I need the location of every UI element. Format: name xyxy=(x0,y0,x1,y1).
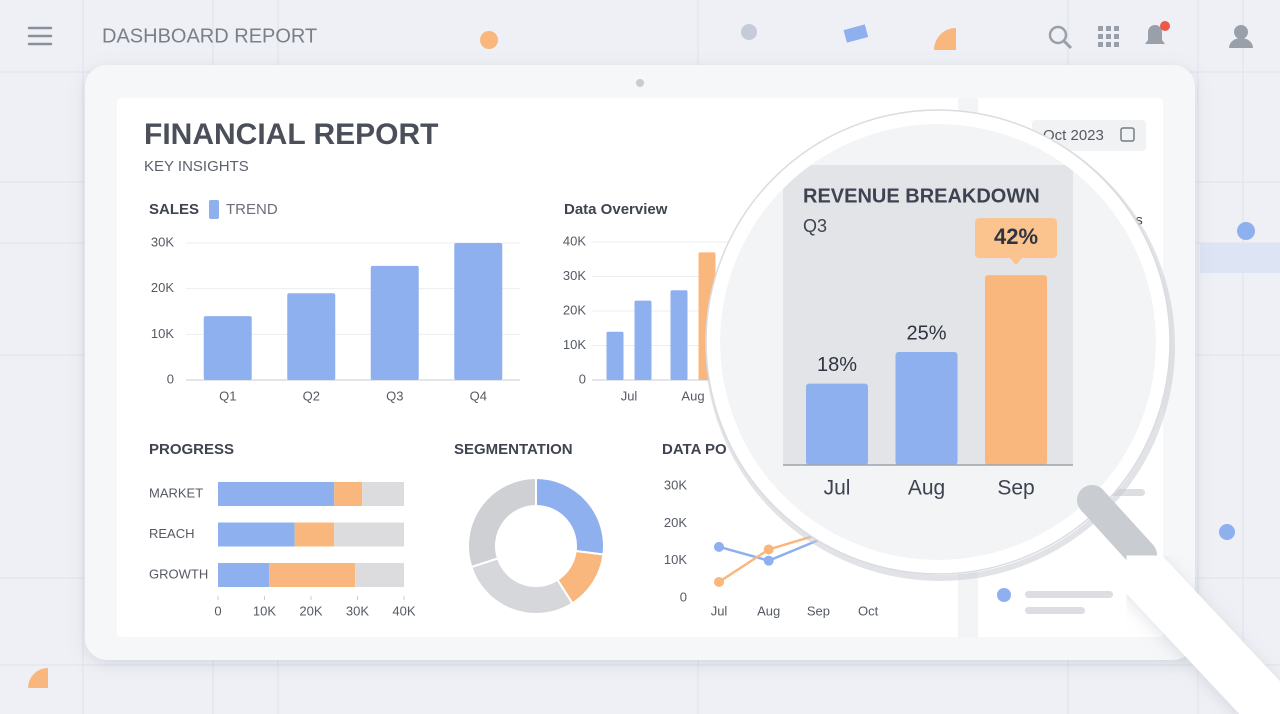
value-label: 18% xyxy=(817,354,857,376)
y-tick-label: 10K xyxy=(563,337,586,352)
y-tick-label: 30K xyxy=(664,477,687,492)
bar xyxy=(634,300,652,380)
bar xyxy=(806,383,868,465)
bar-segment xyxy=(355,563,404,587)
x-tick-label: 0 xyxy=(214,603,221,618)
y-tick-label: 30K xyxy=(563,268,586,283)
x-tick-label: Jul xyxy=(824,477,851,500)
chart-title: PROGRESS xyxy=(149,441,234,458)
y-tick-label: 0 xyxy=(579,371,586,386)
calendar-icon xyxy=(1120,127,1135,142)
y-tick-label: 40K xyxy=(563,233,586,248)
x-tick-label: 20K xyxy=(299,603,322,618)
bar-segment xyxy=(362,482,404,506)
handle xyxy=(1114,544,1280,714)
chart-title: SEGMENTATION xyxy=(454,441,573,458)
camera xyxy=(636,79,644,87)
bar xyxy=(985,275,1047,465)
point xyxy=(763,555,774,566)
callout xyxy=(975,218,1057,266)
chart-title: REVENUE BREAKDOWN xyxy=(803,185,1040,207)
legend-swatch xyxy=(209,200,219,219)
magnifier: REVENUE BREAKDOWN Q3 Jul 18% Aug 25% Sep 42% xyxy=(705,109,1280,714)
chart-title: Data Overview xyxy=(564,201,668,218)
bar xyxy=(670,290,688,380)
bar xyxy=(287,293,336,380)
x-tick-label: 40K xyxy=(392,603,415,618)
y-tick-label: 20K xyxy=(151,280,174,295)
bar xyxy=(370,265,419,380)
bar xyxy=(203,316,252,380)
y-tick-label: 10K xyxy=(151,326,174,341)
chart-title: DATA PO xyxy=(662,441,727,458)
lens-ring xyxy=(706,110,1170,574)
x-tick-label: 10K xyxy=(253,603,276,618)
bar xyxy=(454,243,503,380)
point xyxy=(763,544,774,555)
lens-ring-edge xyxy=(705,109,1171,575)
row-label: GROWTH xyxy=(149,566,208,581)
donut-slice xyxy=(470,557,574,615)
charts: SALES TREND 0 10K 20K 30K Q1 Q2 Q3 Q4 Data Overvie… xyxy=(149,200,879,618)
y-tick-label: 0 xyxy=(167,371,174,386)
report-subtitle: KEY INSIGHTS xyxy=(144,158,249,175)
value-label: 42% xyxy=(994,224,1038,249)
x-tick-label: Jul xyxy=(621,388,638,403)
bar-segment xyxy=(218,482,335,506)
bar-segment xyxy=(218,522,295,547)
header-title: DASHBOARD REPORT xyxy=(102,25,317,47)
bar-segment xyxy=(294,522,335,547)
value-label: 25% xyxy=(906,322,946,344)
donut-slice xyxy=(467,476,537,569)
y-tick-label: 0 xyxy=(680,589,687,604)
y-tick-label: 10K xyxy=(664,552,687,567)
date: Oct 2023 xyxy=(1043,127,1104,144)
lens-content: REVENUE BREAKDOWN Q3 Jul 18% Aug 25% Sep 42% xyxy=(783,165,1073,500)
x-tick-label: Jul xyxy=(711,603,728,618)
row-label: MARKET xyxy=(149,485,203,500)
bar-segment xyxy=(269,563,356,587)
chart-subtitle: Q3 xyxy=(803,216,827,236)
date-picker[interactable] xyxy=(1032,120,1146,151)
x-tick-label: Q3 xyxy=(386,388,403,403)
bar xyxy=(606,331,624,380)
point xyxy=(714,541,724,552)
bar-segment xyxy=(334,522,404,547)
point xyxy=(714,576,724,587)
row-label: REACH xyxy=(149,526,195,541)
bar-segment xyxy=(334,482,363,506)
x-tick-label: Q1 xyxy=(219,388,236,403)
x-tick-label: Sep xyxy=(807,603,830,618)
legend-label: TREND xyxy=(226,201,278,218)
x-tick-label: 30K xyxy=(346,603,369,618)
bar xyxy=(895,352,958,465)
x-tick-label: Aug xyxy=(757,603,780,618)
x-tick-label: Sep xyxy=(997,477,1034,500)
report-title: FINANCIAL REPORT xyxy=(144,118,438,151)
y-tick-label: 20K xyxy=(664,515,687,530)
x-tick-label: Aug xyxy=(681,388,704,403)
x-tick-label: Q2 xyxy=(303,388,320,403)
bar-segment xyxy=(218,563,270,587)
x-tick-label: Aug xyxy=(908,477,945,500)
x-tick-label: Oct xyxy=(858,603,879,618)
y-tick-label: 20K xyxy=(563,302,586,317)
y-tick-label: 30K xyxy=(151,234,174,249)
chart-title: SALES xyxy=(149,201,199,218)
x-tick-label: Q4 xyxy=(470,388,487,403)
